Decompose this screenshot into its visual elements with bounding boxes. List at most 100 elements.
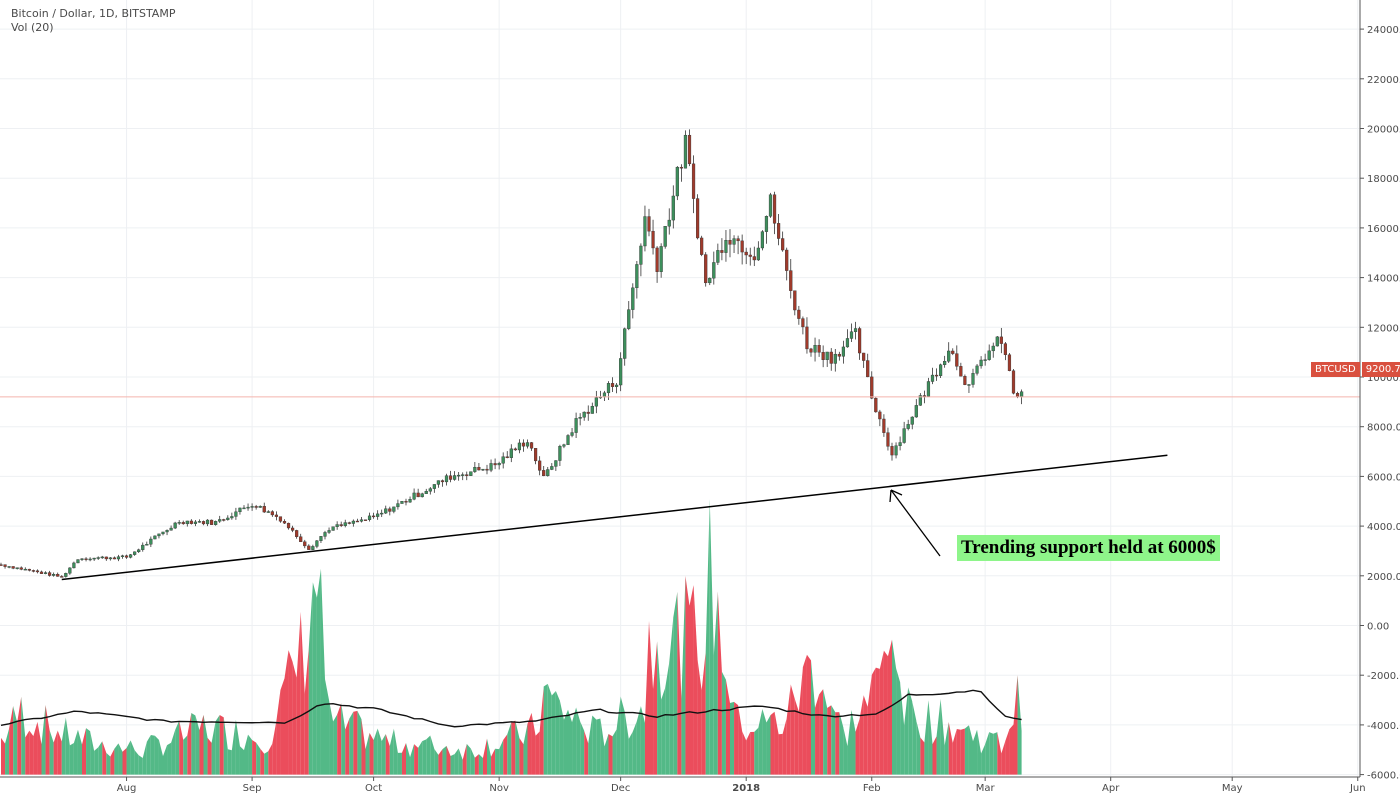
candle-body (19, 567, 23, 570)
candle-body (335, 524, 339, 527)
candle-body (80, 558, 84, 560)
volume-bar (345, 718, 350, 775)
volume-bar (203, 714, 208, 775)
candle-body (671, 195, 675, 221)
volume-bar (223, 717, 228, 775)
volume-bar (746, 731, 751, 775)
candle-body (3, 564, 7, 567)
candle-body (809, 348, 813, 353)
candle-body (124, 555, 129, 558)
volume-bar (855, 718, 860, 775)
candle-body (736, 238, 740, 242)
candle-body (922, 395, 926, 397)
candle-body (181, 522, 185, 525)
volume-bar (661, 687, 666, 775)
candle-body (728, 240, 732, 245)
volume-bar (86, 728, 91, 775)
candle-body (967, 384, 971, 386)
volume-bar (29, 730, 34, 775)
volume-bar (284, 650, 289, 775)
chart-legend: Bitcoin / Dollar, 1D, BITSTAMP Vol (20) (11, 7, 175, 35)
candle-body (691, 163, 696, 199)
candle-body (396, 503, 400, 508)
volume-bar (256, 742, 261, 775)
x-tick-label: Dec (611, 783, 630, 794)
candle-body (716, 250, 720, 263)
candle-body (141, 544, 145, 550)
volume-bar (45, 705, 50, 775)
volume-bar (738, 705, 743, 775)
candle-body (813, 345, 817, 353)
volume-bar (276, 689, 281, 775)
volume-bar (717, 591, 722, 775)
volume-bar (138, 755, 143, 775)
candle-body (999, 336, 1003, 344)
candle-body (96, 557, 100, 559)
volume-bar (685, 576, 690, 775)
candle-body (100, 556, 104, 559)
candle-body (602, 392, 607, 398)
volume-bar (511, 720, 516, 775)
volume-bar (478, 754, 483, 775)
candle-body (448, 475, 453, 480)
volume-bar (964, 725, 969, 775)
candle-body (590, 405, 594, 414)
volume-bar (576, 707, 581, 775)
volume-bar (697, 659, 702, 775)
candle-body (234, 511, 238, 517)
candle-body (266, 511, 270, 513)
candle-body (27, 568, 31, 571)
candle-body (412, 492, 416, 500)
candle-body (238, 507, 242, 513)
candle-body (128, 554, 133, 558)
candle-body (837, 353, 841, 357)
candle-body (278, 516, 283, 522)
candle-body (303, 541, 307, 547)
y-tick-label: 0.00 (1367, 622, 1389, 633)
volume-bar (389, 728, 394, 775)
volume-bar (329, 700, 334, 775)
volume-bar (819, 689, 824, 775)
volume-bar (835, 712, 840, 775)
x-tick-label: Aug (117, 783, 137, 794)
x-tick-label: Oct (365, 783, 382, 794)
candle-body (104, 556, 108, 560)
volume-bar (811, 660, 816, 775)
y-tick-label: 16000.00 (1367, 224, 1400, 235)
volume-bar (187, 712, 192, 775)
volume-bar (438, 749, 443, 775)
candle-body (307, 545, 311, 550)
volume-bar (122, 748, 127, 775)
candle-body (39, 571, 44, 574)
volume-bar (130, 740, 135, 775)
volume-bar (531, 712, 536, 775)
volume-bar (470, 748, 475, 775)
candle-body (112, 557, 116, 560)
candle-body (242, 507, 246, 510)
candle-body (534, 448, 538, 462)
volume-bar (37, 721, 42, 775)
volume-bar (426, 735, 431, 775)
volume-bar (507, 722, 512, 775)
volume-bar (985, 732, 990, 775)
volume-bar (981, 744, 986, 775)
candle-body (833, 353, 837, 364)
candle-body (177, 522, 181, 524)
volume-bar (616, 696, 621, 775)
candle-body (222, 519, 226, 521)
y-tick-label: 20000.00 (1367, 125, 1400, 136)
candle-body (92, 557, 96, 560)
volume-bar (993, 732, 998, 775)
volume-bar (77, 729, 82, 775)
candle-body (408, 499, 412, 503)
volume-area (0, 498, 1022, 775)
volume-bar (211, 721, 216, 775)
trend-support-annotation: Trending support held at 6000$ (957, 535, 1220, 561)
candle-body (829, 351, 833, 364)
volume-bar (681, 576, 686, 775)
volume-bar (580, 721, 585, 775)
volume-bar (69, 743, 74, 775)
volume-bar (41, 705, 46, 775)
volume-bar (365, 732, 370, 775)
candle-body (764, 216, 769, 232)
